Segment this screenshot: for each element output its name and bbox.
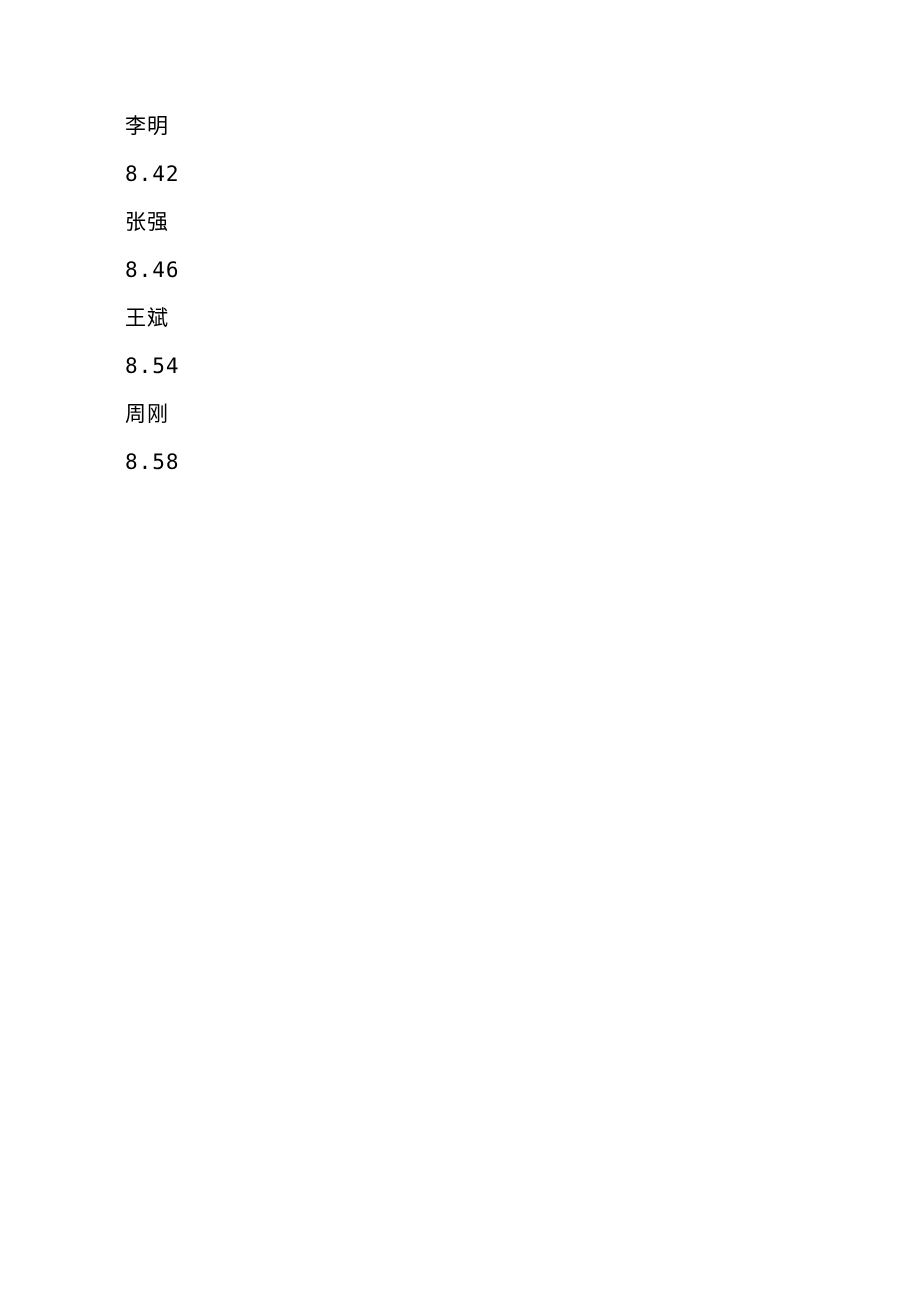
entry-value: 8.42 [125,150,180,198]
entry-name: 王斌 [125,294,180,342]
entry-value: 8.54 [125,342,180,390]
entry-name: 李明 [125,102,180,150]
document-content: 李明 8.42 张强 8.46 王斌 8.54 周刚 8.58 [125,102,180,486]
entry-value: 8.58 [125,438,180,486]
entry-name: 张强 [125,198,180,246]
entry-value: 8.46 [125,246,180,294]
entry-name: 周刚 [125,390,180,438]
